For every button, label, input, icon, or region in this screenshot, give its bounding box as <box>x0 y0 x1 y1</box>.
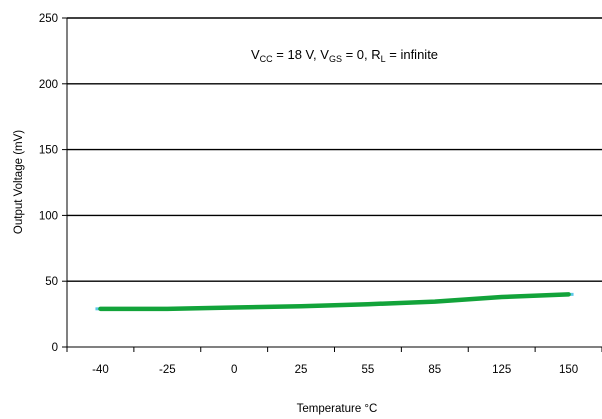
annotation-l-rest: = infinite <box>386 47 438 62</box>
x-tick-label: -25 <box>159 364 176 376</box>
x-tick-label: 150 <box>559 364 578 376</box>
x-tick-label: 25 <box>295 364 308 376</box>
y-axis-title: Output Voltage (mV) <box>13 130 25 234</box>
x-tick-label: 125 <box>492 364 511 376</box>
annotation-gs-rest: = 0, R <box>342 47 381 62</box>
x-tick-label: 55 <box>362 364 375 376</box>
x-tick-label: 0 <box>231 364 237 376</box>
y-tick-label: 250 <box>39 13 58 25</box>
y-tick-label: 150 <box>39 145 58 157</box>
gridlines <box>67 17 602 282</box>
annotation-v1: V <box>251 47 260 62</box>
y-tick-labels: 0 50 100 150 200 250 <box>39 13 58 354</box>
y-tick-label: 50 <box>45 276 58 288</box>
x-tick-label: 85 <box>428 364 441 376</box>
y-tick-label: 100 <box>39 210 58 222</box>
annotation-l: L <box>381 54 386 64</box>
x-tick-label: -40 <box>92 364 109 376</box>
y-tick-label: 200 <box>39 79 58 91</box>
annotation-gs: GS <box>329 54 342 64</box>
x-axis-title: Temperature °C <box>297 403 378 415</box>
annotation: VCC = 18 V, VGS = 0, RL = infinite <box>251 47 438 64</box>
axes <box>62 17 602 352</box>
x-tick-labels: -40 -25 0 25 55 85 125 150 <box>92 364 578 376</box>
series-line <box>98 292 571 312</box>
annotation-cc: CC <box>260 54 273 64</box>
series <box>95 292 574 312</box>
annotation-cc-rest: = 18 V, V <box>273 47 330 62</box>
y-tick-label: 0 <box>52 342 58 354</box>
